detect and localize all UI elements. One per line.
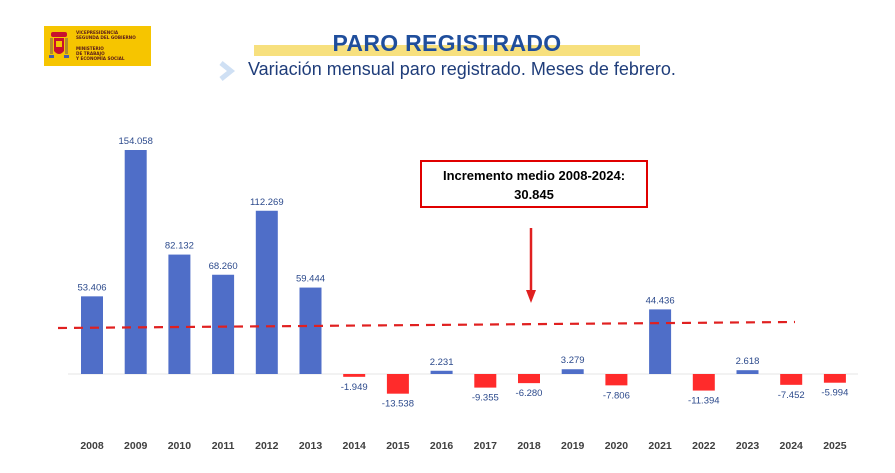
bar-2021 (649, 309, 672, 374)
x-tick-label: 2014 (343, 440, 367, 452)
coat-of-arms-icon (49, 32, 69, 58)
logo-line: Ministerio (76, 46, 104, 51)
bar-2015 (386, 374, 409, 394)
x-tick-label: 2020 (605, 440, 629, 452)
x-tick-label: 2021 (648, 440, 672, 452)
data-label-2019: 3.279 (561, 355, 585, 366)
title-highlight (254, 45, 640, 56)
bar-2016 (430, 370, 453, 374)
data-label-2017: -9.355 (472, 393, 499, 404)
average-line (57, 320, 796, 330)
arrow-head (526, 290, 536, 303)
bar-2014 (343, 374, 366, 377)
x-tick-label: 2008 (80, 440, 104, 452)
data-label-2010: 82.132 (165, 241, 194, 252)
data-label-2015: -13.538 (382, 399, 414, 410)
bar-2008 (81, 296, 103, 374)
x-tick-label: 2019 (561, 440, 585, 452)
bar-2025 (823, 374, 846, 383)
data-label-2025: -5.994 (821, 388, 848, 399)
data-label-2014: -1.949 (341, 382, 368, 393)
bar-2011 (212, 274, 235, 374)
data-label-2009: 154.058 (119, 136, 153, 147)
x-tick-label: 2015 (386, 440, 410, 452)
data-label-2020: -7.806 (603, 390, 630, 401)
bar-2010 (168, 254, 191, 374)
bar-2018 (518, 374, 540, 384)
logo-line: Vicepresidencia (76, 30, 119, 35)
data-label-2022: -11.394 (688, 396, 720, 407)
x-tick-label: 2018 (517, 440, 541, 452)
x-tick-label: 2011 (212, 440, 235, 452)
data-label-2011: 68.260 (209, 261, 238, 272)
x-tick-label: 2013 (299, 440, 323, 452)
x-tick-label: 2010 (168, 440, 192, 452)
annotation-line-1: Incremento medio 2008-2024: (442, 168, 626, 183)
x-tick-label: 2017 (474, 440, 498, 452)
data-label-2018: -6.280 (516, 388, 543, 399)
bar-2023 (736, 370, 759, 374)
x-tick-label: 2025 (823, 440, 847, 452)
x-tick-label: 2012 (255, 440, 279, 452)
x-tick-label: 2024 (780, 440, 804, 452)
x-tick-label: 2023 (736, 440, 760, 452)
data-label-2008: 53.406 (77, 282, 106, 293)
logo-line: de Trabajo (76, 51, 105, 56)
average-annotation: Incremento medio 2008-2024: 30.845 (420, 160, 648, 208)
data-label-2013: 59.444 (296, 274, 325, 285)
chart-subtitle: Variación mensual paro registrado. Meses… (248, 59, 676, 79)
data-label-2021: 44.436 (646, 295, 675, 306)
x-tick-label: 2009 (124, 440, 148, 452)
bar-2009 (124, 150, 147, 374)
government-logo: Vicepresidencia Segunda del Gobierno Min… (44, 26, 151, 66)
data-label-2016: 2.231 (430, 357, 454, 368)
bar-2020 (605, 374, 628, 386)
page-title: PARO REGISTRADO (332, 30, 562, 56)
logo-line: y Economía Social (76, 56, 125, 61)
data-label-2023: 2.618 (736, 356, 760, 367)
bar-2017 (474, 374, 497, 388)
x-tick-label: 2016 (430, 440, 454, 452)
annotation-value: 30.845 (514, 187, 554, 202)
bar-2012 (255, 210, 278, 374)
data-label-2012: 112.269 (250, 197, 284, 208)
bar-2019 (561, 369, 584, 374)
data-label-2024: -7.452 (778, 390, 805, 401)
bar-2024 (780, 374, 803, 385)
bar-2013 (299, 287, 322, 374)
bar-2022 (692, 374, 715, 391)
x-tick-label: 2022 (692, 440, 716, 452)
logo-line: Segunda del Gobierno (76, 35, 136, 40)
chevron-right-icon (219, 61, 236, 81)
